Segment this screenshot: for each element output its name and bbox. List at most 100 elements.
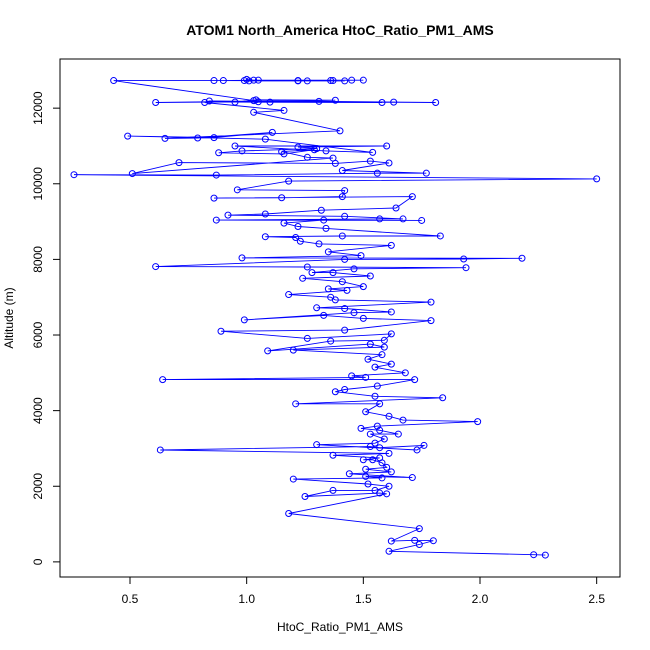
data-point: [250, 97, 258, 105]
data-point: [385, 449, 393, 457]
data-point: [366, 272, 374, 280]
data-point: [294, 77, 302, 85]
data-point: [359, 76, 367, 84]
data-point: [289, 475, 297, 483]
data-point: [331, 96, 339, 104]
data-point: [261, 233, 269, 241]
data-point: [329, 77, 337, 85]
y-axis: 0 2000 4000 6000 8000 10000 12000: [31, 91, 60, 565]
data-point: [322, 147, 330, 155]
data-point: [387, 537, 395, 545]
data-point: [329, 269, 337, 277]
data-point: [292, 233, 300, 241]
data-point: [376, 444, 384, 452]
data-point: [201, 98, 209, 106]
data-point: [231, 142, 239, 150]
data-point: [341, 77, 349, 85]
data-point: [541, 551, 549, 559]
data-point: [415, 525, 423, 533]
data-point: [371, 363, 379, 371]
data-point: [427, 298, 435, 306]
data-point: [387, 468, 395, 476]
data-point: [278, 194, 286, 202]
data-point: [331, 388, 339, 396]
data-point: [387, 241, 395, 249]
data-point: [474, 418, 482, 426]
data-point: [280, 219, 288, 227]
data-point: [411, 376, 419, 384]
data-point: [394, 430, 402, 438]
data-point: [124, 132, 132, 140]
data-point: [128, 170, 136, 178]
data-point: [110, 77, 118, 85]
data-point: [264, 347, 272, 355]
data-point: [385, 547, 393, 555]
data-point: [250, 108, 258, 116]
data-point: [303, 263, 311, 271]
data-point: [294, 143, 302, 151]
data-point: [285, 509, 293, 517]
data-point: [385, 482, 393, 490]
data-point: [303, 77, 311, 85]
data-point: [317, 206, 325, 214]
x-tick-label: 2.5: [588, 592, 605, 606]
data-point: [210, 134, 218, 142]
data-point: [362, 373, 370, 381]
data-point: [341, 212, 349, 220]
data-point: [380, 435, 388, 443]
data-point: [366, 443, 374, 451]
data-point: [278, 148, 286, 156]
x-tick-label: 1.5: [355, 592, 372, 606]
data-point: [376, 215, 384, 223]
data-point: [359, 314, 367, 322]
data-point: [212, 216, 220, 224]
data-point: [152, 98, 160, 106]
data-point: [210, 194, 218, 202]
data-point: [285, 291, 293, 299]
data-point: [399, 416, 407, 424]
data-point: [359, 283, 367, 291]
data-point: [327, 77, 335, 85]
x-tick-label: 2.0: [472, 592, 489, 606]
data-point: [320, 216, 328, 224]
chart-title: ATOM1 North_America HtoC_Ratio_PM1_AMS: [186, 22, 494, 38]
data-point: [408, 193, 416, 201]
data-point: [217, 327, 225, 335]
data-point: [161, 134, 169, 142]
data-point: [366, 430, 374, 438]
data-point: [338, 278, 346, 286]
data-point: [313, 145, 321, 153]
data-point: [324, 285, 332, 293]
data-point: [530, 551, 538, 559]
data-point: [338, 193, 346, 201]
data-point: [439, 394, 447, 402]
data-point: [357, 424, 365, 432]
data-point: [338, 232, 346, 240]
data-point: [243, 75, 251, 83]
data-point: [322, 224, 330, 232]
data-point: [376, 400, 384, 408]
data-point: [378, 98, 386, 106]
data-point: [429, 537, 437, 545]
data-point: [261, 210, 269, 218]
data-point: [436, 232, 444, 240]
series-path: [73, 78, 597, 556]
data-point: [324, 248, 332, 256]
x-tick-label: 1.0: [238, 592, 255, 606]
data-point: [362, 472, 370, 480]
data-point: [371, 486, 379, 494]
data-point: [175, 159, 183, 167]
y-axis-label: Altitude (m): [2, 287, 16, 348]
data-point: [408, 474, 416, 482]
y-tick-label: 0: [31, 558, 45, 565]
series-points: [70, 75, 601, 559]
data-point: [348, 372, 356, 380]
data-point: [320, 311, 328, 319]
data-point: [289, 346, 297, 354]
data-point: [224, 211, 232, 219]
data-point: [250, 76, 258, 84]
data-point: [420, 441, 428, 449]
data-point: [385, 159, 393, 167]
data-point: [329, 154, 337, 162]
